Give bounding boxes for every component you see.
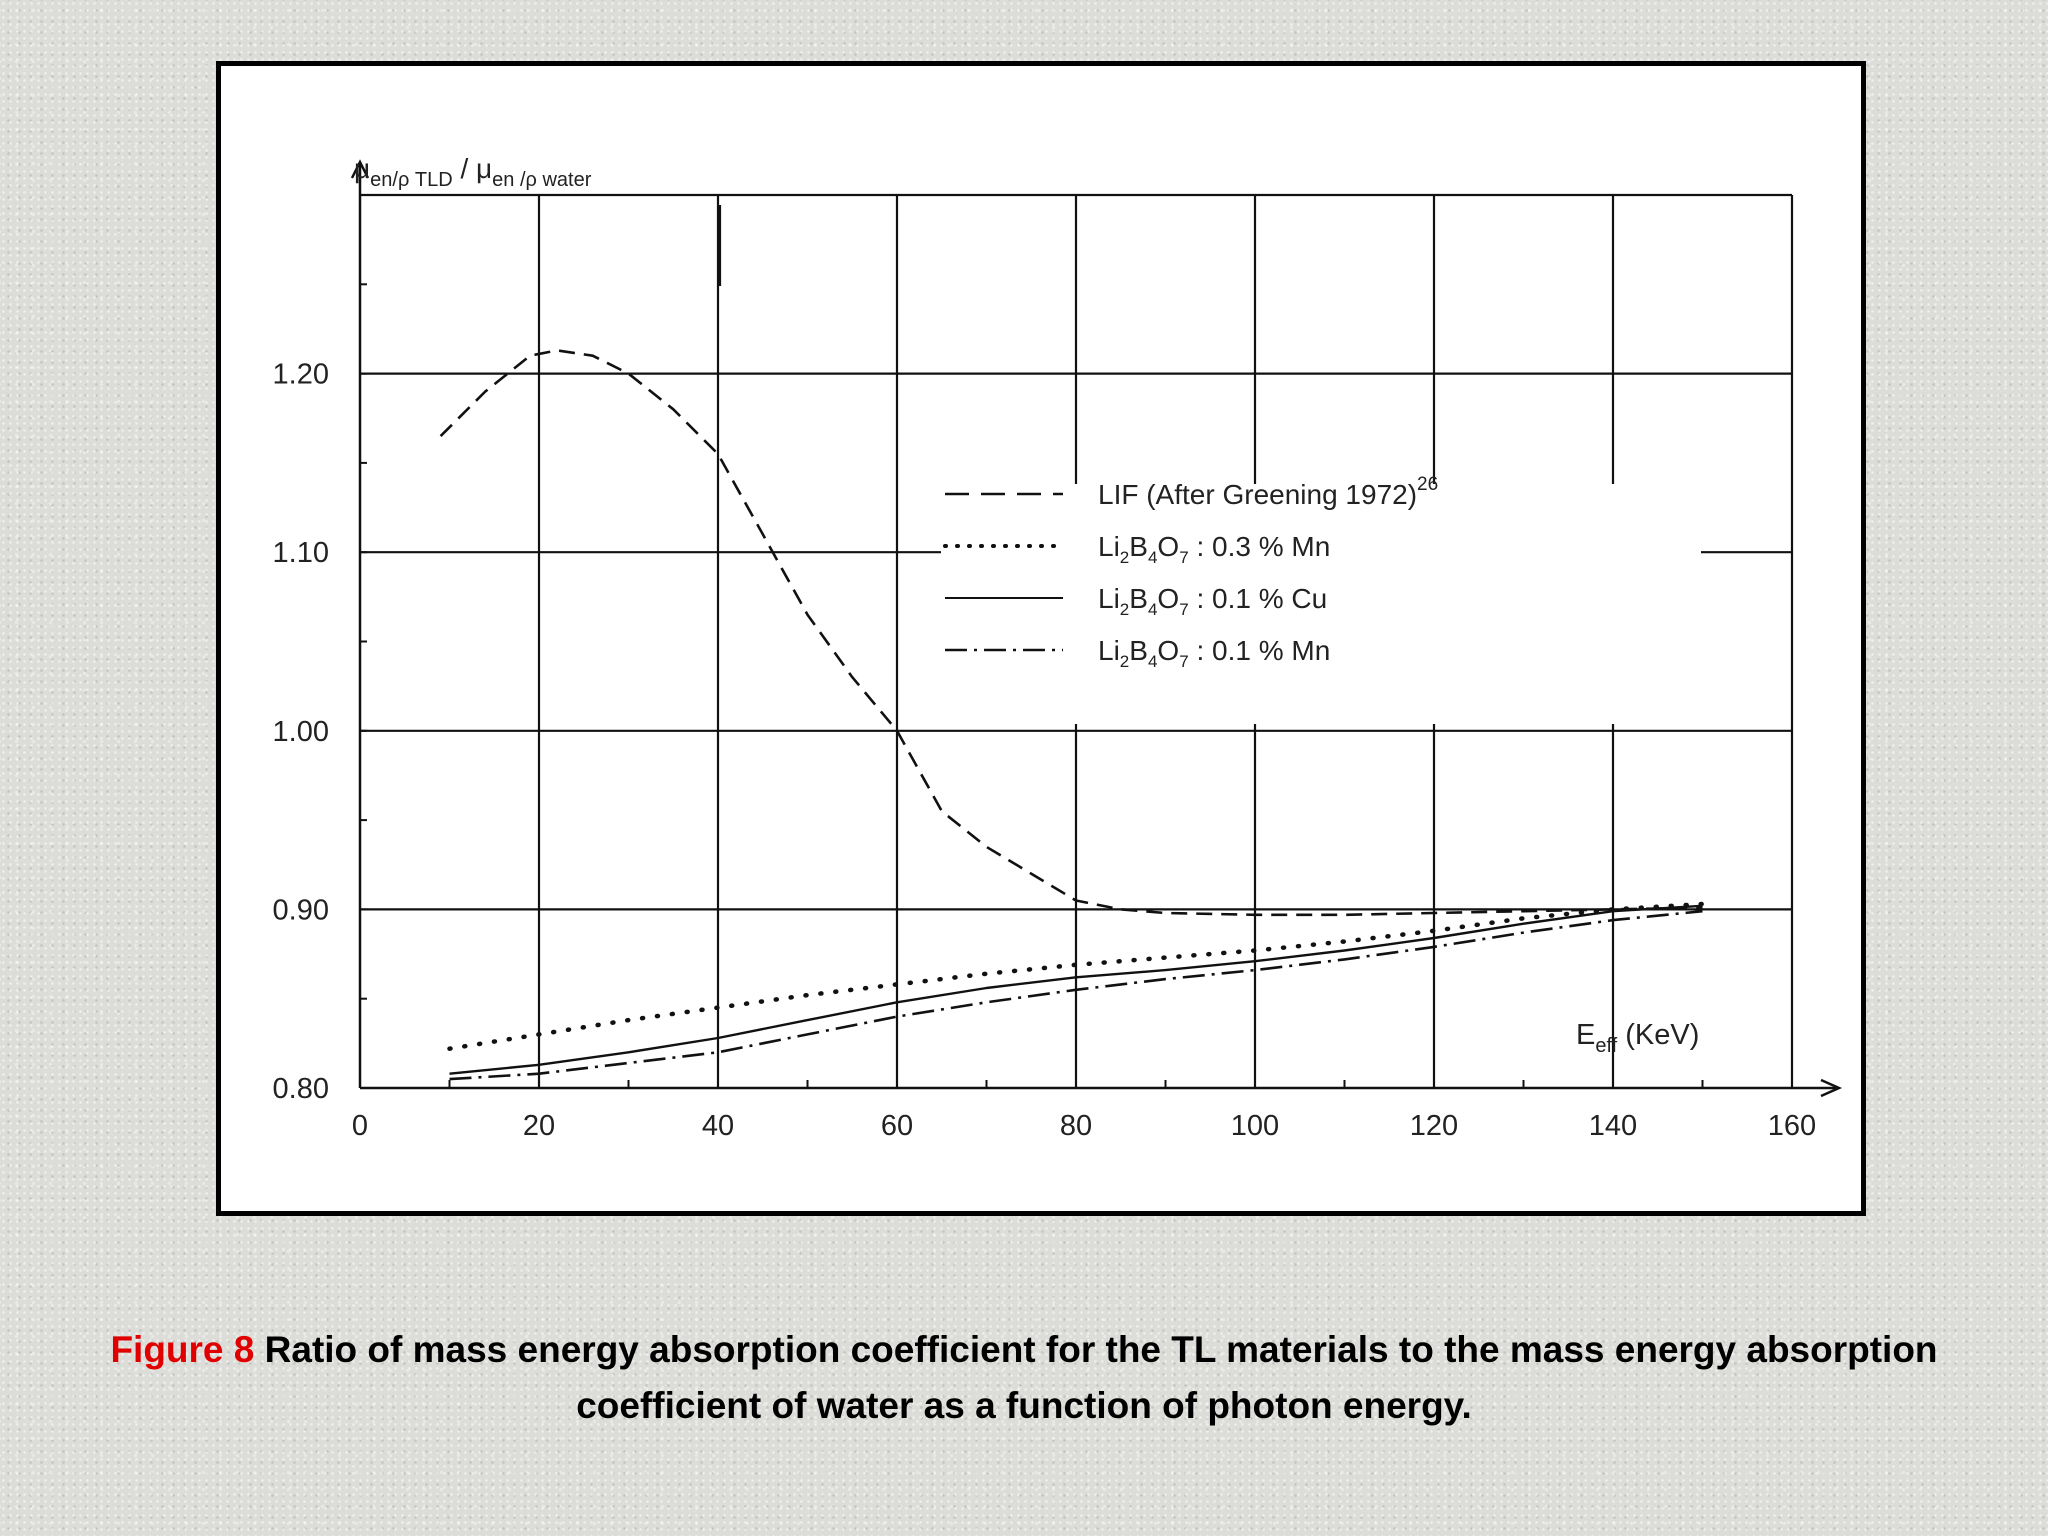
chart: 0 20 40 60 80 100 120 140 160 0.80 0.90 1.00 1.10 1.2… (273, 153, 1843, 1142)
y-tick-label-1.10: 1.10 (273, 537, 329, 569)
series-line-solid (449, 904, 1703, 1075)
ticks-layer: 0 20 40 60 80 100 120 140 160 0.80 0.90 1.00 1.10 1.2… (273, 194, 1816, 1142)
legend: LIF (After Greening 1972)26 Li2B4O7 : 0.… (941, 474, 1701, 724)
x-tick-label-160: 160 (1768, 1110, 1816, 1142)
legend-label-cu01: Li2B4O7 : 0.1 % Cu (1098, 583, 1327, 619)
x-tick-label-140: 140 (1589, 1110, 1637, 1142)
x-tick-label-60: 60 (881, 1110, 913, 1142)
legend-label-mn01: Li2B4O7 : 0.1 % Mn (1098, 635, 1330, 671)
legend-label-mn03: Li2B4O7 : 0.3 % Mn (1098, 531, 1330, 567)
series-layer (439, 349, 1705, 1081)
y-tick-label-1.00: 1.00 (273, 716, 329, 748)
x-tick-label-120: 120 (1410, 1110, 1458, 1142)
y-tick-label-0.80: 0.80 (273, 1073, 329, 1105)
y-axis-label: μen/ρ TLD / μen /ρ water (354, 153, 592, 191)
x-tick-label-100: 100 (1231, 1110, 1279, 1142)
x-axis-arrow (1820, 1078, 1843, 1098)
figure-caption: Figure 8 Ratio of mass energy absorption… (30, 1322, 2018, 1434)
y-tick-label-1.20: 1.20 (273, 359, 329, 391)
x-tick-label-80: 80 (1060, 1110, 1092, 1142)
x-tick-label-0: 0 (352, 1110, 368, 1142)
x-axis-label: Eeff (KeV) (1576, 1019, 1699, 1057)
series-line-dotted (447, 901, 1705, 1051)
legend-label-lif: LIF (After Greening 1972)26 (1098, 474, 1438, 510)
x-tick-label-40: 40 (702, 1110, 734, 1142)
axes-layer (350, 159, 1843, 1098)
y-tick-label-0.90: 0.90 (273, 894, 329, 926)
caption-text: Ratio of mass energy absorption coeffici… (264, 1329, 1938, 1426)
y-axis-arrow (350, 159, 370, 179)
series-line-dashdot (449, 909, 1703, 1081)
series-line-dashed (439, 349, 1703, 917)
x-tick-label-20: 20 (523, 1110, 555, 1142)
figure-frame: 0 20 40 60 80 100 120 140 160 0.80 0.90 1.00 1.10 1.2… (216, 61, 1866, 1216)
figure-number: Figure 8 (110, 1329, 255, 1370)
